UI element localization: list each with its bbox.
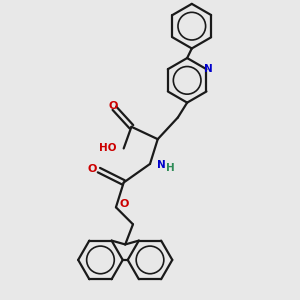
Text: N: N <box>157 160 166 170</box>
Text: O: O <box>120 199 129 209</box>
Text: H: H <box>166 163 175 172</box>
Text: O: O <box>87 164 96 174</box>
Text: HO: HO <box>99 143 117 154</box>
Text: N: N <box>204 64 213 74</box>
Text: O: O <box>108 101 118 111</box>
